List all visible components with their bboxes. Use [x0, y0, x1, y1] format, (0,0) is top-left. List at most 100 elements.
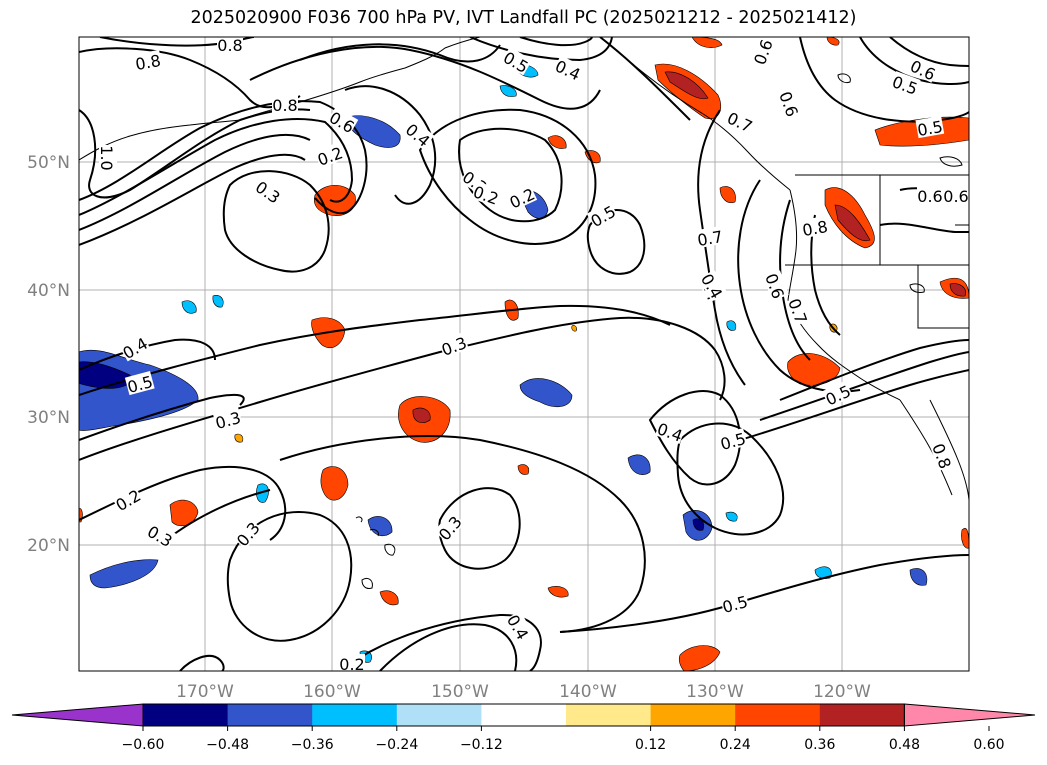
shade-blue-21n [367, 516, 393, 536]
contour-label-bg [471, 181, 502, 207]
colorbar-extend-low [11, 703, 144, 727]
contour-0.4-ridge-1 [648, 390, 741, 486]
contour-label-bg [763, 270, 789, 301]
colorbar-segment [819, 704, 905, 726]
shade-red-bc-coast [664, 71, 709, 100]
shade-navy-west-33n [79, 361, 132, 389]
coast-hawaii-2 [384, 543, 396, 556]
colorbar-tick-label: −0.12 [460, 737, 503, 753]
colorbar-tick-label: 0.60 [973, 737, 1004, 753]
contour-label-bg [133, 49, 163, 73]
contour-0.5-nw-wave [299, 43, 501, 63]
coast-island-small-3 [939, 156, 963, 167]
shade-orange-31n-small [234, 433, 244, 443]
contour-label: 0.5 [916, 117, 944, 140]
contour-label-bg [890, 71, 921, 97]
shade-blue-17n-c [909, 568, 928, 586]
lat-label-50n: 50°N [27, 153, 70, 173]
contour-label: 0.6 [917, 187, 942, 206]
contour-label-bg [719, 590, 750, 616]
colorbar-segment [735, 704, 821, 726]
contour-0.6-trough-east [697, 109, 746, 386]
contour-label-bg [915, 115, 945, 139]
contour-label-bg [144, 520, 177, 550]
contour-label-bg [339, 654, 365, 672]
contour-label-bg [124, 370, 155, 396]
contour-0.3-east-band [739, 369, 969, 441]
shade-orange-47n [547, 135, 567, 149]
contour-label-bg [749, 36, 775, 67]
contour-0.4-west-pacific [79, 338, 216, 371]
contour-label-bg [99, 145, 117, 171]
contour-label-bg [717, 427, 748, 453]
map-border [78, 36, 970, 672]
colorbar-segment [650, 704, 736, 726]
colorbar-segment [566, 704, 652, 726]
colorbar-segment [481, 704, 567, 726]
shade-red-oregon [834, 204, 871, 242]
contour-0.6-aleutian-loop [344, 85, 437, 205]
colorbar-tick-label: −0.24 [375, 737, 418, 753]
contour-label-bg [907, 55, 940, 83]
contour-0.4-nw-wave [249, 45, 601, 110]
shade-lightblue-23n [725, 511, 738, 522]
colorbar-tick-label: −0.60 [122, 737, 165, 753]
contour-label: 0.2 [339, 655, 364, 674]
contour-label-bg [326, 106, 359, 136]
contour-label-bg [917, 186, 943, 204]
contour-0.5-ridge [676, 422, 785, 536]
contour-label: 0.8 [801, 217, 829, 240]
lon-label-130w: 130°W [686, 682, 744, 702]
coast-island-small-2 [837, 73, 851, 83]
coast-mexico-mainland [929, 399, 969, 501]
shade-orange-56n [826, 37, 840, 46]
contour-0.6-trough-1 [737, 179, 861, 393]
shade-orange-19n-edge [961, 528, 969, 549]
coast-california [787, 299, 901, 401]
contour-label: 1.0 [97, 145, 116, 170]
shade-blue-32n [519, 378, 573, 408]
contour-aleutian-2 [79, 118, 354, 216]
contour-aleutian-1 [79, 100, 368, 215]
gridlines [79, 37, 969, 671]
shade-blue-17n [89, 559, 159, 589]
shade-orange-25n [320, 466, 349, 501]
colorbar-tick-label: 0.48 [889, 737, 920, 753]
contour-0.5-closed-center [586, 209, 646, 275]
positive-shading [79, 37, 969, 671]
contour-label-bg [212, 406, 243, 432]
shade-blue-27n [627, 454, 651, 475]
contour-0.3-center [418, 108, 597, 245]
coast-hawaii-3 [355, 516, 363, 523]
contour-label-bg [231, 517, 263, 550]
shade-lightblue-53n [499, 85, 517, 97]
lat-label-30n: 30°N [27, 408, 70, 428]
colorbar-tick-label: 0.24 [720, 737, 751, 753]
shade-red-east-40n [949, 283, 966, 297]
contour-0.3-south-band [79, 393, 245, 441]
contour-0.5-mid-band [79, 304, 671, 396]
colorbar-segment [396, 704, 482, 726]
shade-lightblue-35n [726, 320, 737, 331]
contour-0.2-bottom-2 [179, 654, 225, 671]
shade-navy-22n [692, 518, 705, 531]
contour-label-bg [272, 95, 298, 113]
contour-label-bg [433, 511, 465, 544]
contour-0.3-closed-south [226, 511, 353, 642]
lon-label-160w: 160°W [303, 682, 361, 702]
coast-washington-oregon [787, 189, 798, 301]
shade-orange-22n [169, 499, 199, 527]
contour-label-bg [786, 295, 812, 326]
contour-0.4-north-center [469, 37, 613, 62]
shade-orange-13n [678, 645, 721, 671]
lon-label-170w: 170°W [176, 682, 234, 702]
colorbar-tick-label: 0.36 [804, 737, 835, 753]
shade-red-30n [412, 407, 431, 423]
contour-aleutian-3 [79, 133, 311, 231]
contour-label-bg [698, 269, 728, 302]
contour-0.4-east-band [759, 351, 969, 421]
contour-0.4-bottom-loop [379, 623, 518, 671]
contour-0.4-south-pacific [279, 435, 646, 633]
border-states-2 [917, 265, 969, 329]
